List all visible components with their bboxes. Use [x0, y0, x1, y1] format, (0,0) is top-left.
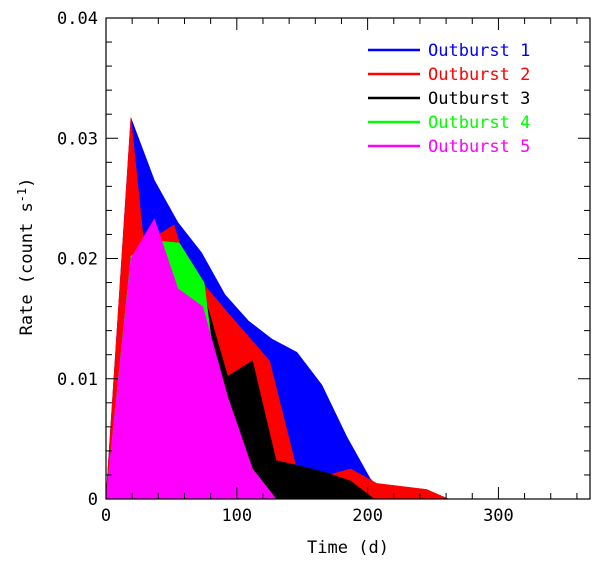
y-tick-label: 0.01 — [57, 370, 98, 390]
area-outburst-5 — [105, 218, 277, 500]
y-tick-label: 0 — [88, 490, 98, 510]
plot-frame — [105, 17, 591, 500]
y-tick-label: 0.02 — [57, 250, 98, 270]
legend-label-outburst-4: Outburst 4 — [428, 113, 530, 133]
x-axis-label: Time (d) — [307, 538, 389, 558]
legend-label-outburst-3: Outburst 3 — [428, 89, 530, 109]
x-tick-label: 0 — [101, 506, 111, 526]
y-axis-label-main: Rate (count s — [17, 202, 37, 335]
legend: Outburst 1 Outburst 2 Outburst 3 Outburst 4… — [368, 41, 530, 157]
y-axis-label-superscript: -1 — [15, 188, 29, 202]
x-tick-label: 300 — [483, 506, 514, 526]
x-tick-label: 100 — [221, 506, 252, 526]
y-axis-label-close: ) — [17, 178, 37, 188]
legend-label-outburst-2: Outburst 2 — [428, 65, 530, 85]
y-tick-label: 0.03 — [57, 129, 98, 149]
y-axis-label: Rate (count s-1) — [15, 178, 37, 336]
y-tick-label: 0.04 — [57, 9, 98, 29]
series-areas — [105, 117, 449, 500]
y-tick-labels: 0 0.01 0.02 0.03 0.04 — [57, 9, 98, 510]
x-tick-label: 200 — [352, 506, 383, 526]
x-tick-labels: 0 100 200 300 — [101, 506, 514, 526]
legend-label-outburst-5: Outburst 5 — [428, 137, 530, 157]
legend-label-outburst-1: Outburst 1 — [428, 41, 530, 61]
